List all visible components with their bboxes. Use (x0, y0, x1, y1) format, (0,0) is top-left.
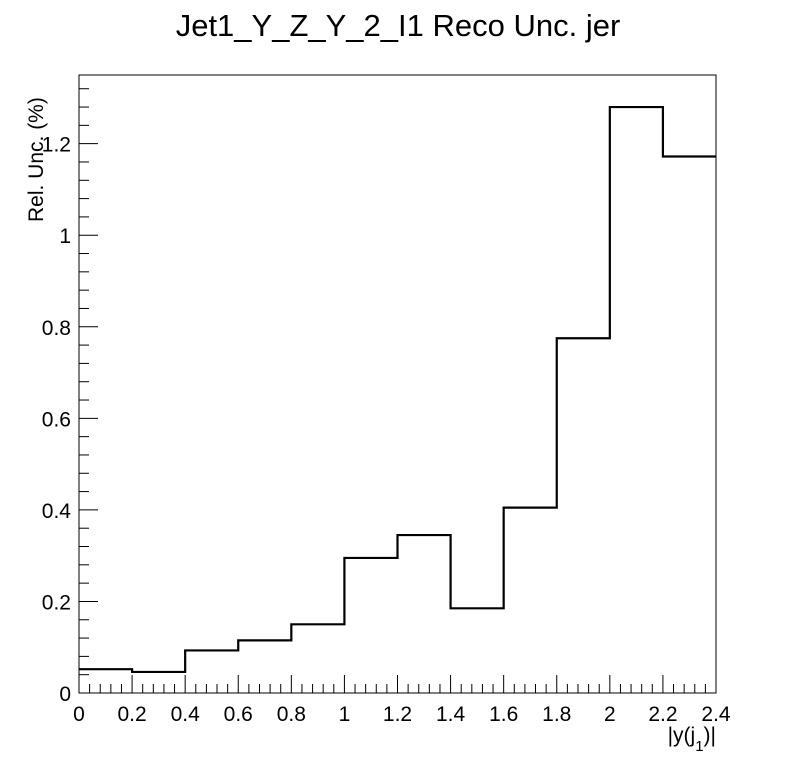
x-tick-labels: 0 0.2 0.4 0.6 0.8 1 1.2 1.4 1.6 1.8 2 2.2 2.4 (73, 703, 731, 726)
x-tick-label: 1.4 (436, 703, 466, 726)
x-tick-label: 2.2 (648, 703, 677, 726)
axis-ticks (78, 88, 717, 694)
plot-frame (78, 74, 717, 694)
y-tick-labels: 0 0.2 0.4 0.6 0.8 1 1.2 (42, 134, 72, 706)
x-tick-label: 1 (339, 703, 351, 726)
histogram-line (79, 105, 716, 674)
x-tick-label: 2.4 (701, 703, 731, 726)
x-tick-label: 1.2 (383, 703, 412, 726)
x-tick-label: 1.6 (489, 703, 518, 726)
y-tick-label: 0.2 (42, 591, 71, 614)
y-axis-label: Rel. Unc. (%) (25, 97, 48, 222)
x-tick-label: 0.4 (171, 703, 201, 726)
x-axis-label-main: |y(j (668, 724, 696, 747)
x-tick-label: 0.6 (224, 703, 253, 726)
y-tick-label: 0.8 (42, 317, 71, 340)
x-tick-label: 0.8 (277, 703, 306, 726)
x-tick-label: 0.2 (117, 703, 146, 726)
y-tick-label: 0 (59, 683, 71, 706)
y-tick-label: 1 (59, 225, 71, 248)
y-tick-label: 0.6 (42, 408, 71, 431)
x-axis-label-subscript: 1 (695, 738, 703, 755)
x-tick-label: 0 (73, 703, 85, 726)
y-tick-label: 1.2 (42, 134, 71, 157)
x-tick-label: 1.8 (542, 703, 571, 726)
x-axis-label: |y(j1)| (668, 724, 716, 755)
x-tick-label: 2 (604, 703, 616, 726)
y-tick-label: 0.4 (42, 500, 72, 523)
x-axis-label-end: )| (704, 724, 716, 747)
chart-title: Jet1_Y_Z_Y_2_I1 Reco Unc. jer (175, 8, 621, 43)
